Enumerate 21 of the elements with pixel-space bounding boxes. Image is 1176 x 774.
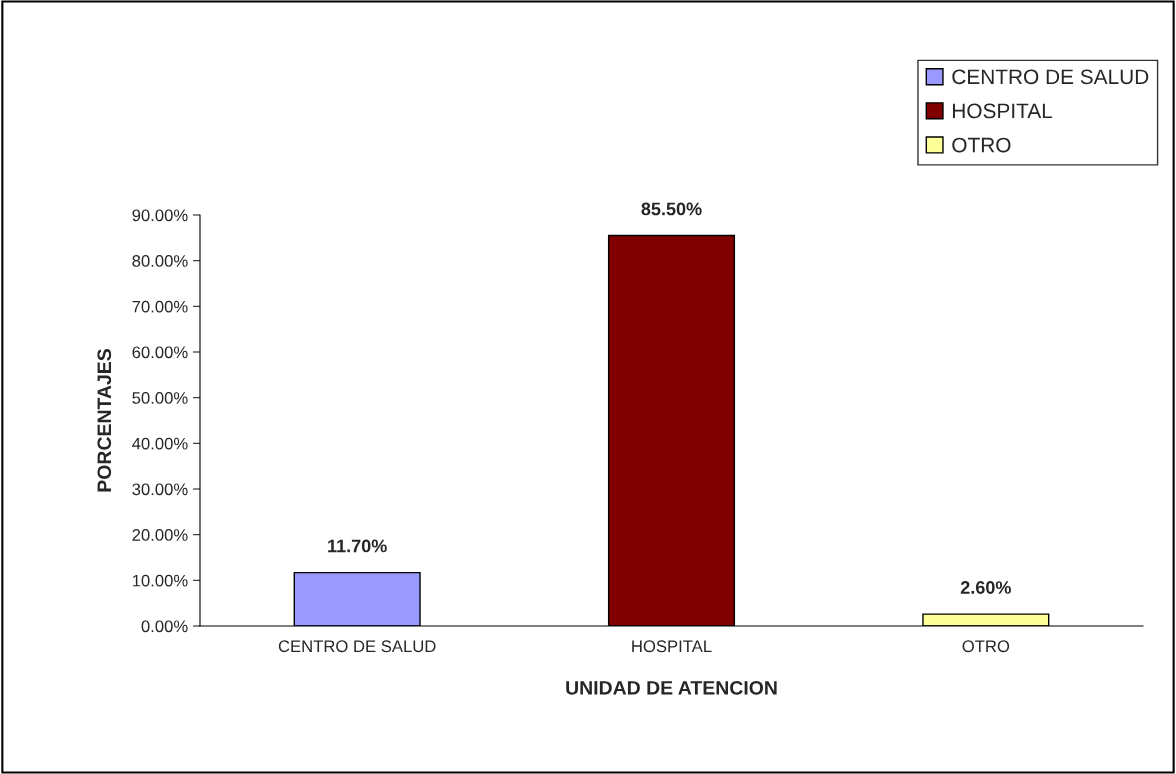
x-tick-label: HOSPITAL [632,640,712,653]
y-tick-label: 40.00% [132,437,188,450]
data-label: 2.60% [960,581,1011,594]
x-tick-label: CENTRO DE SALUD [278,640,436,653]
y-tick-label: 70.00% [132,300,188,313]
x-tick-label: OTRO [962,640,1010,653]
legend-label: OTRO [952,137,1011,153]
data-label: 11.70% [328,539,387,553]
y-tick-label: 80.00% [132,255,188,267]
data-label: 85.50% [641,202,702,216]
y-tick-label: 90.00% [132,209,188,222]
y-tick-label: 50.00% [132,392,188,404]
y-axis-title: PORCENTAJES [97,349,112,492]
y-tick-label: 30.00% [132,483,188,496]
legend-label: CENTRO DE SALUD [952,69,1149,85]
y-tick-label: 20.00% [132,529,188,541]
x-axis-title: UNIDAD DE ATENCION [566,680,777,695]
y-tick-label: 60.00% [132,346,188,359]
y-tick-label: 10.00% [132,574,188,587]
legend-label: HOSPITAL [953,103,1053,119]
y-tick-label: 0.00% [141,620,188,633]
